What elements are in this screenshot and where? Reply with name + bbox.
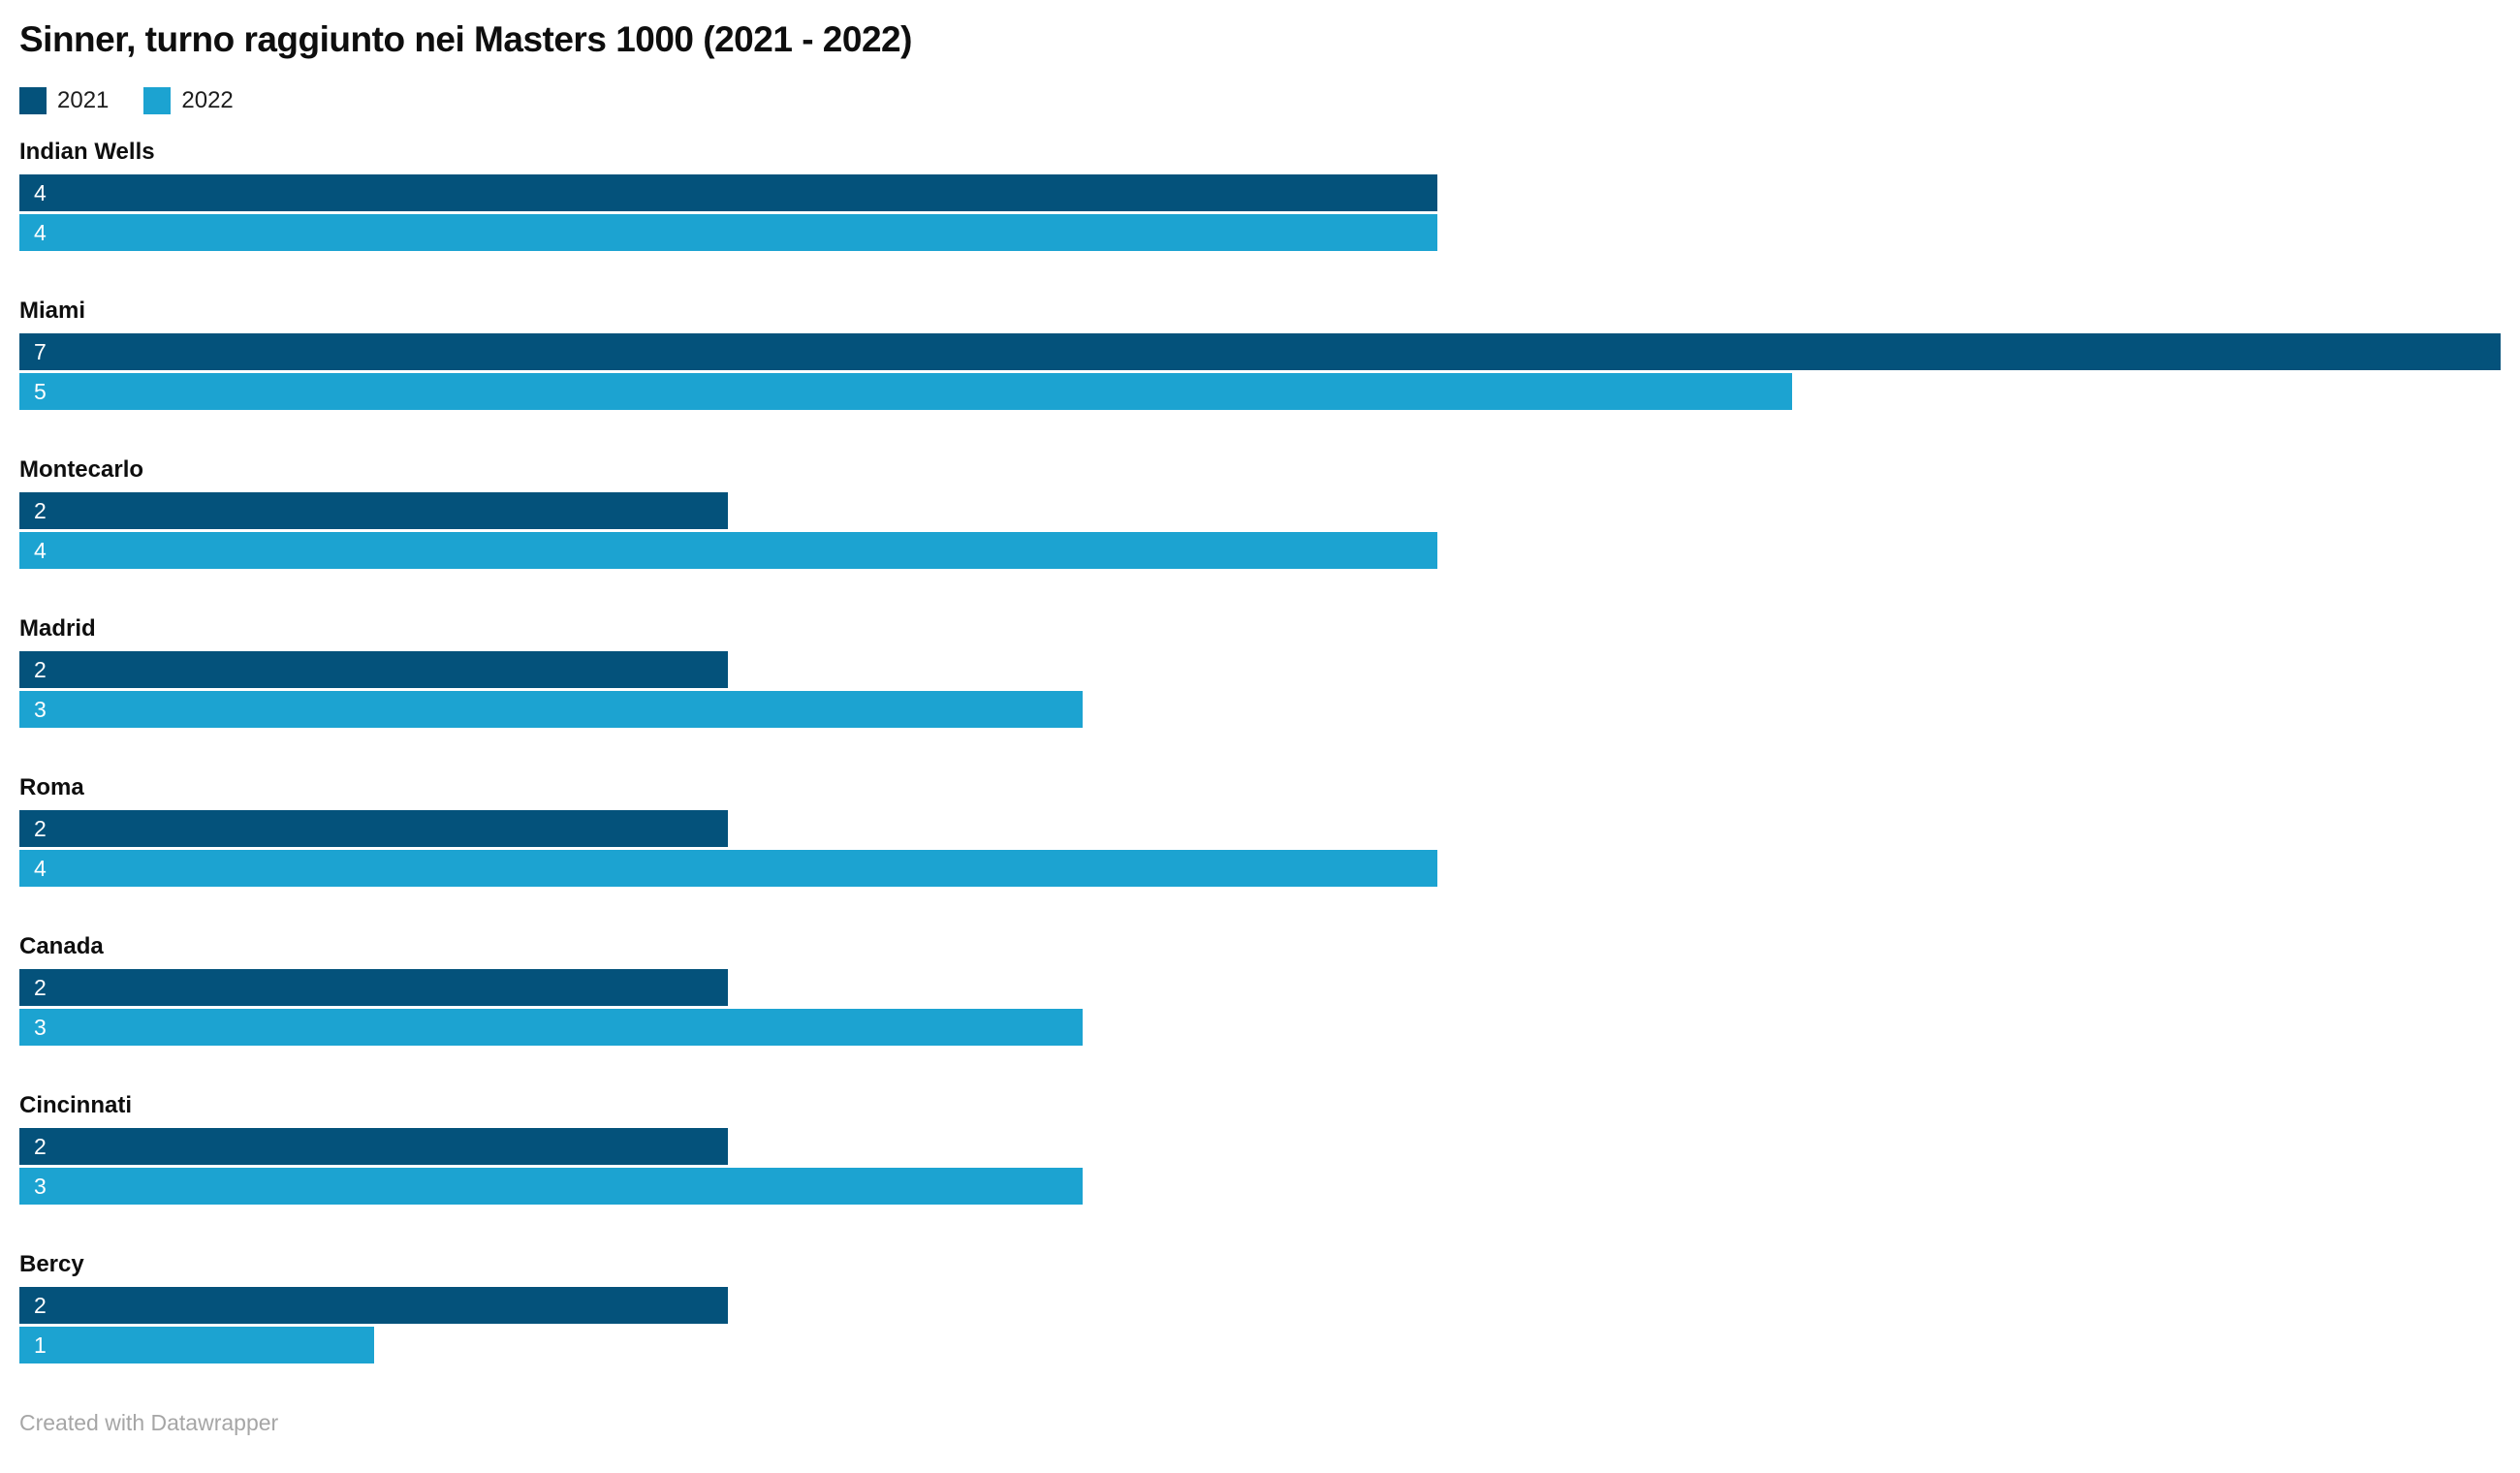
bar-value-label: 4 <box>34 180 47 205</box>
bar-2021[interactable]: 2 <box>19 492 729 529</box>
bar-2021[interactable]: 2 <box>19 1128 729 1165</box>
legend-item-2021: 2021 <box>19 87 109 114</box>
bar-value-label: 2 <box>34 1134 47 1159</box>
bar-value-label: 4 <box>34 856 47 881</box>
chart-group: Montecarlo 2 4 <box>19 455 2501 569</box>
legend-label-2021: 2021 <box>57 87 110 113</box>
category-label: Montecarlo <box>19 456 144 483</box>
bar-value-label: 4 <box>34 220 47 245</box>
bar-2021[interactable]: 2 <box>19 810 729 847</box>
legend-item-2022: 2022 <box>143 87 234 114</box>
chart-group: Canada 2 3 <box>19 932 2501 1046</box>
bar-value-label: 1 <box>34 1332 47 1358</box>
bar-2022[interactable]: 4 <box>19 532 1437 569</box>
legend: 2021 2022 <box>19 87 2501 114</box>
category-label: Roma <box>19 774 84 800</box>
bar-2021[interactable]: 7 <box>19 333 2501 370</box>
category-label: Indian Wells <box>19 139 155 165</box>
category-label: Miami <box>19 298 86 324</box>
bar-2022[interactable]: 4 <box>19 214 1437 251</box>
category-label: Madrid <box>19 615 96 642</box>
bar-value-label: 3 <box>34 1015 47 1040</box>
chart-area: Indian Wells 4 4 Miami 7 5 Montecarlo 2 4 Madrid 2… <box>19 138 2501 1363</box>
chart-group: Indian Wells 4 4 <box>19 138 2501 251</box>
bar-value-label: 2 <box>34 816 47 841</box>
category-label: Cincinnati <box>19 1092 133 1118</box>
bar-value-label: 5 <box>34 379 47 404</box>
bar-value-label: 7 <box>34 339 47 364</box>
category-label: Bercy <box>19 1251 84 1277</box>
legend-label-2022: 2022 <box>181 87 234 113</box>
legend-swatch-2022-icon <box>143 87 172 114</box>
chart-group: Miami 7 5 <box>19 297 2501 410</box>
bar-2022[interactable]: 5 <box>19 373 1792 410</box>
bar-value-label: 2 <box>34 1293 47 1318</box>
chart-group: Roma 2 4 <box>19 773 2501 887</box>
bar-value-label: 4 <box>34 538 47 563</box>
bar-2022[interactable]: 3 <box>19 1009 1084 1046</box>
chart-group: Cincinnati 2 3 <box>19 1091 2501 1205</box>
chart-title: Sinner, turno raggiunto nei Masters 1000… <box>19 19 912 59</box>
datawrapper-credit: Created with Datawrapper <box>19 1410 279 1435</box>
bar-value-label: 2 <box>34 975 47 1000</box>
bar-2021[interactable]: 2 <box>19 969 729 1006</box>
bar-2021[interactable]: 2 <box>19 1287 729 1324</box>
chart-group: Bercy 2 1 <box>19 1250 2501 1363</box>
bar-2021[interactable]: 2 <box>19 651 729 688</box>
legend-swatch-2021-icon <box>19 87 47 114</box>
bar-value-label: 3 <box>34 1174 47 1199</box>
bar-value-label: 3 <box>34 697 47 722</box>
bar-value-label: 2 <box>34 657 47 682</box>
bar-2022[interactable]: 1 <box>19 1327 374 1363</box>
category-label: Canada <box>19 933 104 959</box>
bar-2022[interactable]: 3 <box>19 691 1084 728</box>
bar-2021[interactable]: 4 <box>19 174 1437 211</box>
chart-group: Madrid 2 3 <box>19 614 2501 728</box>
bar-value-label: 2 <box>34 498 47 523</box>
bar-2022[interactable]: 3 <box>19 1168 1084 1205</box>
bar-2022[interactable]: 4 <box>19 850 1437 887</box>
